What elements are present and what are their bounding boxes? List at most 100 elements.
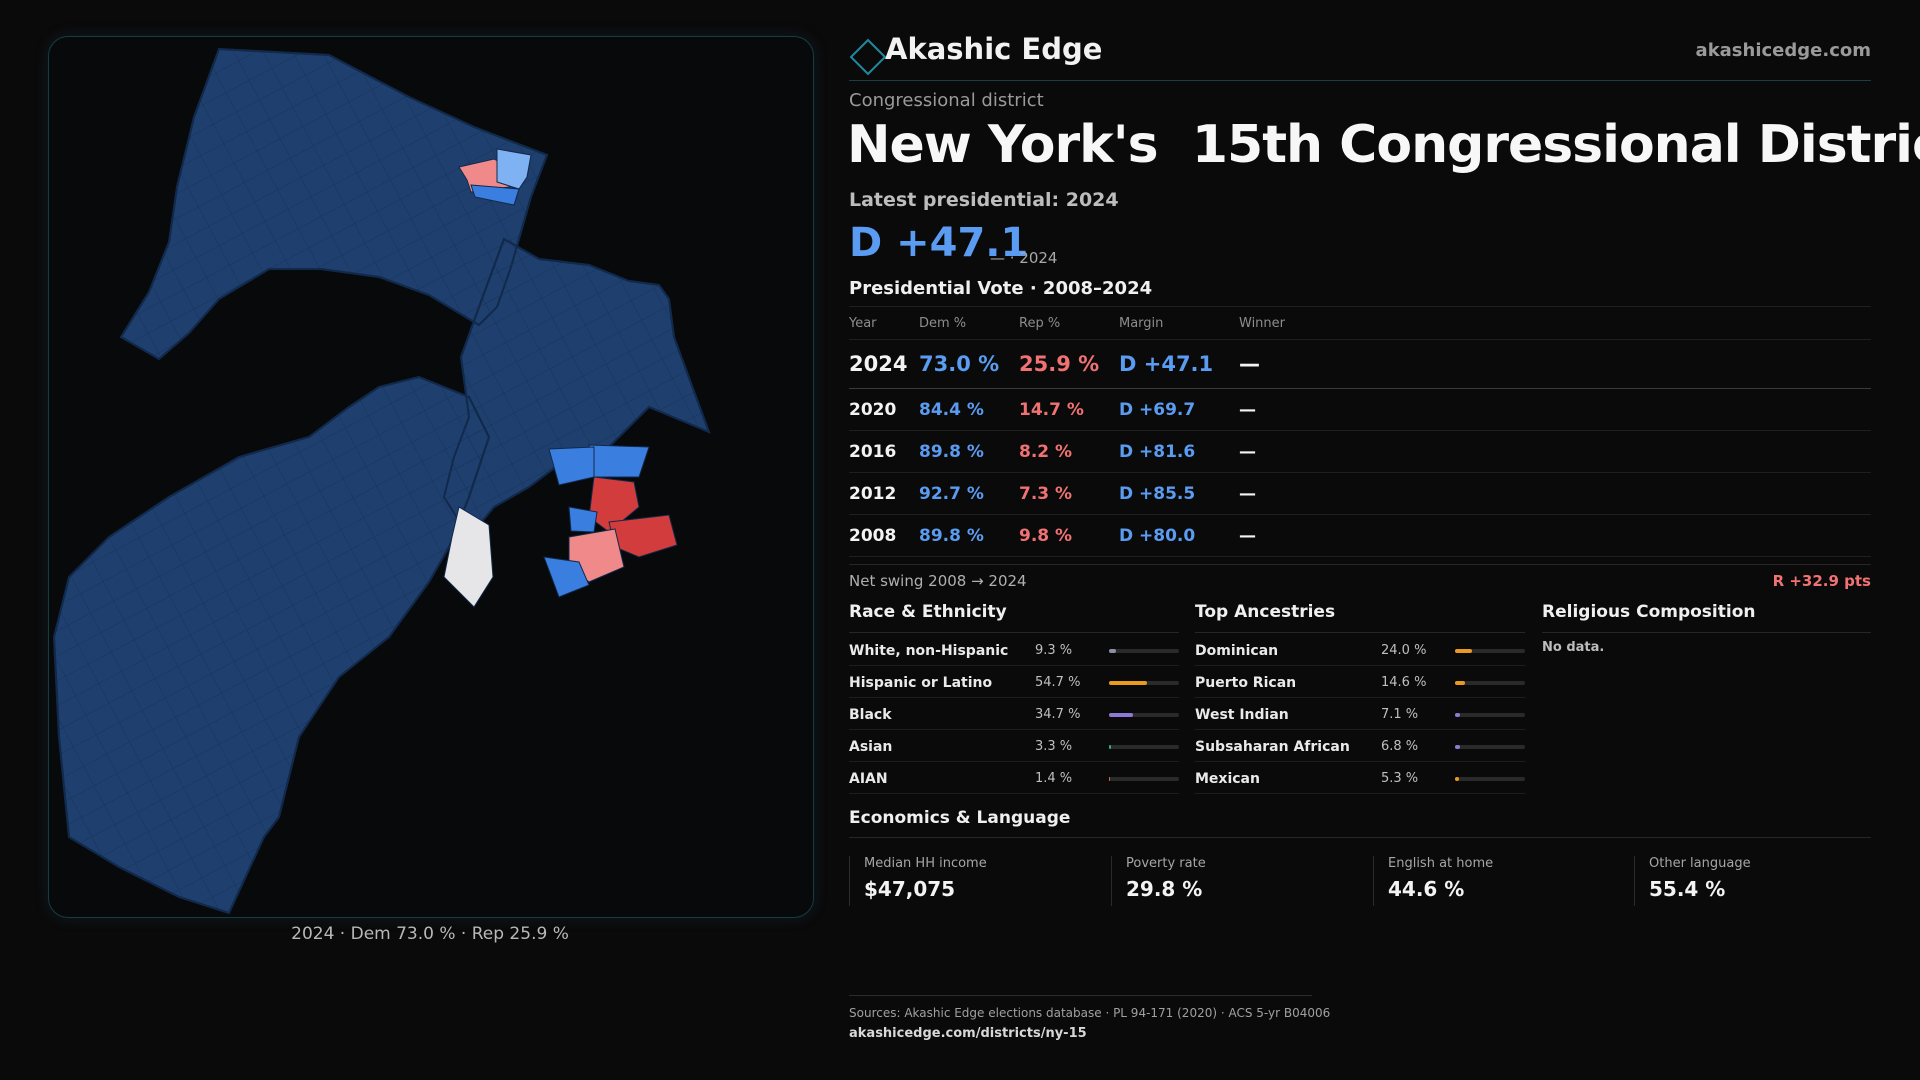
list-item: Black 34.7 % bbox=[849, 698, 1179, 730]
race-bar-fill bbox=[1109, 681, 1148, 685]
map-precincts-highlighted bbox=[443, 148, 678, 608]
race-label: White, non-Hispanic bbox=[849, 643, 1009, 659]
ancestry-value: 7.1 % bbox=[1381, 707, 1419, 722]
map-caption: 2024 · Dem 73.0 % · Rep 25.9 % bbox=[291, 924, 569, 944]
ancestry-bar-track bbox=[1455, 745, 1525, 749]
race-value: 3.3 % bbox=[1035, 739, 1073, 754]
stat-label: Other language bbox=[1649, 856, 1751, 871]
latest-presidential-label: Latest presidential: 2024 bbox=[849, 189, 1119, 211]
cell-dem: 84.4 % bbox=[919, 388, 1019, 431]
precinct-dem[interactable] bbox=[588, 444, 650, 478]
brand-header: Akashic Edge akashicedge.com bbox=[849, 30, 1871, 81]
cell-year: 2020 bbox=[849, 388, 919, 431]
religion-section-title: Religious Composition bbox=[1542, 602, 1756, 622]
econ-section-title: Economics & Language bbox=[849, 808, 1071, 828]
cell-winner: — bbox=[1239, 430, 1871, 473]
stat-other-language: Other language 55.4 % bbox=[1634, 856, 1751, 906]
net-swing-label: Net swing 2008 → 2024 bbox=[849, 572, 1027, 590]
cell-rep: 7.3 % bbox=[1019, 472, 1119, 515]
race-label: Black bbox=[849, 707, 892, 723]
religion-section-divider bbox=[1542, 632, 1871, 633]
net-swing-value: R +32.9 pts bbox=[1772, 572, 1871, 590]
district-map[interactable] bbox=[49, 37, 813, 917]
page-kicker: Congressional district bbox=[849, 90, 1044, 111]
table-row: 2012 92.7 % 7.3 % D +85.5 — bbox=[849, 472, 1871, 515]
ancestry-bar-track bbox=[1455, 649, 1525, 653]
cell-year: 2012 bbox=[849, 472, 919, 515]
list-item: Asian 3.3 % bbox=[849, 730, 1179, 762]
district-shape bbox=[52, 47, 711, 915]
cell-dem: 92.7 % bbox=[919, 472, 1019, 515]
ancestry-bar-track bbox=[1455, 713, 1525, 717]
cell-rep: 9.8 % bbox=[1019, 514, 1119, 557]
race-bar-fill bbox=[1109, 649, 1116, 653]
list-item: AIAN 1.4 % bbox=[849, 762, 1179, 794]
map-precinct-grid bbox=[52, 375, 491, 915]
swing-divider bbox=[849, 564, 1871, 565]
race-bar-track bbox=[1109, 745, 1179, 749]
column-header-rep: Rep % bbox=[1019, 306, 1119, 340]
race-bar-fill bbox=[1109, 777, 1111, 781]
district-map-panel[interactable] bbox=[48, 36, 814, 918]
ancestry-label: Mexican bbox=[1195, 771, 1260, 787]
brand-url-link[interactable]: akashicedge.com bbox=[1695, 40, 1871, 61]
cell-winner: — bbox=[1239, 388, 1871, 431]
latest-margin-sub: — · 2024 bbox=[990, 249, 1058, 267]
sources-url-link[interactable]: akashicedge.com/districts/ny-15 bbox=[849, 1026, 1087, 1041]
cell-rep: 8.2 % bbox=[1019, 430, 1119, 473]
race-label: Hispanic or Latino bbox=[849, 675, 993, 691]
ancestry-label: Subsaharan African bbox=[1195, 739, 1350, 755]
table-row: 2008 89.8 % 9.8 % D +80.0 — bbox=[849, 514, 1871, 557]
table-row: 2024 73.0 % 25.9 % D +47.1 — bbox=[849, 339, 1871, 389]
column-header-year: Year bbox=[849, 306, 919, 340]
stat-value: 29.8 % bbox=[1126, 877, 1203, 901]
list-item: Subsaharan African 6.8 % bbox=[1195, 730, 1525, 762]
ancestry-bar-fill bbox=[1455, 745, 1460, 749]
race-value: 54.7 % bbox=[1035, 675, 1081, 690]
precinct-no-data[interactable] bbox=[443, 506, 494, 608]
ancestry-bar-fill bbox=[1455, 777, 1459, 781]
table-row: 2020 84.4 % 14.7 % D +69.7 — bbox=[849, 388, 1871, 431]
religion-empty-text: No data. bbox=[1542, 640, 1605, 655]
cell-year: 2016 bbox=[849, 430, 919, 473]
ancestry-bar-fill bbox=[1455, 649, 1472, 653]
presidential-vote-table: Year Dem % Rep % Margin Winner 2024 73.0… bbox=[849, 306, 1871, 557]
stat-value: 55.4 % bbox=[1649, 877, 1726, 901]
stat-label: English at home bbox=[1388, 856, 1494, 871]
precinct-dem[interactable] bbox=[548, 446, 595, 486]
ancestry-bar-track bbox=[1455, 777, 1525, 781]
stat-label: Median HH income bbox=[864, 856, 987, 871]
race-bar-track bbox=[1109, 777, 1179, 781]
ancestry-section-title: Top Ancestries bbox=[1195, 602, 1336, 622]
sources-divider bbox=[849, 995, 1312, 996]
race-bar-fill bbox=[1109, 745, 1112, 749]
cell-dem: 89.8 % bbox=[919, 430, 1019, 473]
list-item: Dominican 24.0 % bbox=[1195, 634, 1525, 666]
cell-year: 2024 bbox=[849, 339, 919, 389]
diamond-logo-icon bbox=[849, 38, 887, 76]
precinct-dem[interactable] bbox=[470, 184, 520, 206]
race-value: 1.4 % bbox=[1035, 771, 1073, 786]
race-bar-fill bbox=[1109, 713, 1134, 717]
list-item: West Indian 7.1 % bbox=[1195, 698, 1525, 730]
ancestry-label: West Indian bbox=[1195, 707, 1289, 723]
ancestry-label: Puerto Rican bbox=[1195, 675, 1297, 691]
stat-value: $47,075 bbox=[864, 877, 956, 901]
cell-dem: 73.0 % bbox=[919, 339, 1019, 389]
ancestry-value: 24.0 % bbox=[1381, 643, 1427, 658]
econ-section-divider bbox=[849, 837, 1871, 838]
ancestry-bar-fill bbox=[1455, 681, 1466, 685]
race-bar-track bbox=[1109, 649, 1179, 653]
precinct-dem[interactable] bbox=[568, 506, 598, 533]
race-bar-track bbox=[1109, 681, 1179, 685]
race-value: 9.3 % bbox=[1035, 643, 1073, 658]
race-label: AIAN bbox=[849, 771, 888, 787]
precinct-lean-dem[interactable] bbox=[496, 148, 532, 190]
cell-dem: 89.8 % bbox=[919, 514, 1019, 557]
precinct-dem[interactable] bbox=[543, 556, 590, 598]
presidential-vote-title: Presidential Vote · 2008–2024 bbox=[849, 278, 1153, 299]
brand-name: Akashic Edge bbox=[885, 32, 1103, 66]
cell-margin: D +80.0 bbox=[1119, 514, 1239, 557]
stat-median-income: Median HH income $47,075 bbox=[849, 856, 987, 906]
race-bar-track bbox=[1109, 713, 1179, 717]
